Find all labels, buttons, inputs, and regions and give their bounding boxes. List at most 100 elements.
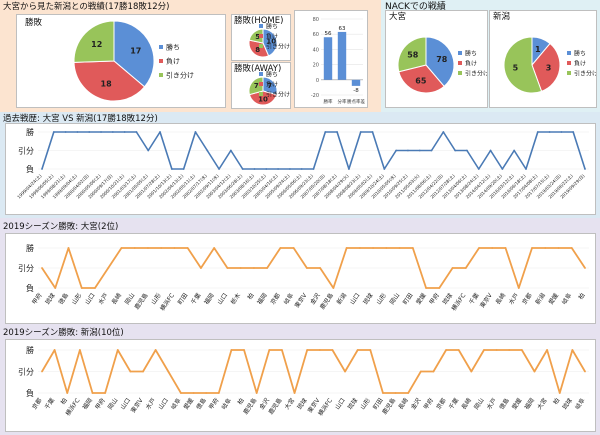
pie-label-win: 10 bbox=[266, 38, 276, 46]
pie-label-loss: 8 bbox=[255, 46, 260, 54]
data-point bbox=[41, 267, 43, 269]
data-point bbox=[356, 349, 359, 351]
niigata-2019-title: 2019シーズン勝敗: 新潟(10位) bbox=[3, 328, 124, 338]
home-pie-title: 勝敗(HOME) bbox=[234, 16, 284, 26]
data-point bbox=[120, 247, 123, 249]
x-tick-label: 金沢 bbox=[308, 292, 321, 306]
data-point bbox=[142, 370, 144, 373]
data-point bbox=[186, 247, 189, 249]
legend-swatch-loss bbox=[159, 59, 163, 63]
data-point bbox=[464, 267, 467, 269]
data-point bbox=[394, 392, 397, 394]
pie-slice-win bbox=[113, 20, 155, 88]
x-tick-label: 千葉 bbox=[189, 292, 202, 306]
data-point bbox=[319, 267, 322, 269]
x-tick-label: 岡山 bbox=[388, 292, 401, 306]
niigata-2019-chart-box: 勝引分負京都 千葉柏横浜FC 福岡 甲府 岡山 山口 東京V 水戸 山口 岐阜 愛媛 徳島 甲府 岐阜柏鹿… bbox=[5, 339, 596, 432]
y-tick-label: 負 bbox=[26, 388, 34, 398]
legend-label-draw: 引き分け bbox=[574, 70, 596, 78]
x-tick-label: 水戸 bbox=[485, 397, 498, 411]
bar-value-label: 63 bbox=[339, 26, 346, 32]
x-tick-label: 東京V bbox=[293, 291, 309, 310]
data-point bbox=[432, 370, 435, 373]
data-point bbox=[293, 392, 296, 394]
pie-label-draw: 7 bbox=[254, 82, 259, 90]
data-point bbox=[504, 247, 507, 249]
data-point bbox=[277, 168, 279, 170]
legend-swatch-draw bbox=[259, 92, 263, 96]
x-tick-label: 山口 bbox=[216, 292, 229, 306]
home-pie: 10 8 5 bbox=[248, 28, 278, 58]
legend-label-loss: 負け bbox=[266, 33, 278, 41]
x-tick-label: 愛媛 bbox=[547, 292, 560, 306]
x-tick-label: 山口 bbox=[348, 292, 361, 306]
data-point bbox=[495, 349, 498, 351]
x-tick-label: 鹿児島 bbox=[241, 397, 258, 416]
data-point bbox=[239, 267, 242, 269]
data-point bbox=[123, 131, 126, 133]
nack-niigata-box: 新潟 1 3 5 勝ち 負け 引き分け bbox=[489, 10, 597, 108]
data-point bbox=[217, 392, 220, 394]
nack-title: NACKでの戦績 bbox=[385, 2, 446, 12]
y-tick-label: 引分 bbox=[18, 147, 34, 156]
pie-slice-draw bbox=[248, 28, 264, 44]
data-point bbox=[584, 370, 586, 373]
legend-label-loss: 負け bbox=[266, 81, 278, 89]
legend-swatch-win bbox=[259, 24, 263, 28]
data-point bbox=[382, 392, 384, 394]
x-tick-label: 琉球 bbox=[441, 292, 454, 306]
legend-swatch-loss bbox=[567, 61, 571, 65]
data-point bbox=[508, 349, 511, 351]
x-tick-label: 岐阜 bbox=[560, 292, 573, 306]
x-tick-label: 福岡 bbox=[255, 292, 268, 306]
data-point bbox=[451, 267, 454, 269]
data-point bbox=[111, 131, 114, 133]
legend-swatch-win bbox=[458, 51, 462, 55]
data-point bbox=[230, 349, 233, 351]
x-tick-label: 琉球 bbox=[43, 292, 56, 306]
x-tick-label: 京都 bbox=[520, 292, 533, 306]
x-tick-label: 大宮 bbox=[283, 397, 296, 411]
legend-label-draw: 引き分け bbox=[266, 43, 290, 51]
y-tick-label: 勝 bbox=[26, 127, 34, 137]
legend-label-draw: 引き分け bbox=[266, 91, 290, 99]
x-tick-label: 岡山 bbox=[123, 292, 136, 306]
data-point bbox=[544, 247, 547, 249]
data-point bbox=[268, 349, 271, 351]
data-point bbox=[194, 131, 197, 133]
x-tick-label: 岐阜 bbox=[169, 397, 182, 411]
data-point bbox=[52, 131, 55, 133]
data-point bbox=[557, 247, 560, 249]
data-point bbox=[243, 349, 245, 351]
bar-category-label: 勝率 bbox=[324, 98, 333, 105]
data-point bbox=[546, 349, 549, 351]
x-tick-label: 柏 bbox=[59, 397, 69, 407]
x-tick-label: 福岡 bbox=[523, 397, 536, 411]
pie-slice-draw bbox=[503, 36, 543, 94]
bar bbox=[337, 31, 347, 80]
x-tick-label: 山形 bbox=[149, 292, 162, 306]
data-point bbox=[570, 247, 573, 249]
data-point bbox=[66, 392, 69, 394]
x-tick-label: 甲府 bbox=[30, 292, 43, 306]
data-point bbox=[192, 392, 195, 394]
x-tick-label: 新潟 bbox=[533, 292, 546, 306]
data-point bbox=[78, 349, 81, 351]
x-tick-label: 長崎 bbox=[460, 397, 473, 411]
legend-label-loss: 負け bbox=[166, 57, 180, 66]
data-point bbox=[501, 168, 504, 170]
x-tick-label: 横浜FC bbox=[450, 292, 468, 313]
x-tick-label: 山口 bbox=[156, 397, 169, 411]
omiya-2019-title: 2019シーズン勝敗: 大宮(2位) bbox=[3, 222, 119, 232]
data-point bbox=[318, 349, 321, 351]
x-tick-label: 町田 bbox=[177, 292, 190, 306]
legend-swatch-win bbox=[259, 72, 263, 76]
x-tick-label: 山形 bbox=[70, 292, 83, 306]
data-point bbox=[135, 131, 138, 133]
x-tick-label: 山形 bbox=[375, 292, 388, 306]
legend-swatch-loss bbox=[259, 34, 263, 38]
data-point bbox=[300, 168, 303, 170]
